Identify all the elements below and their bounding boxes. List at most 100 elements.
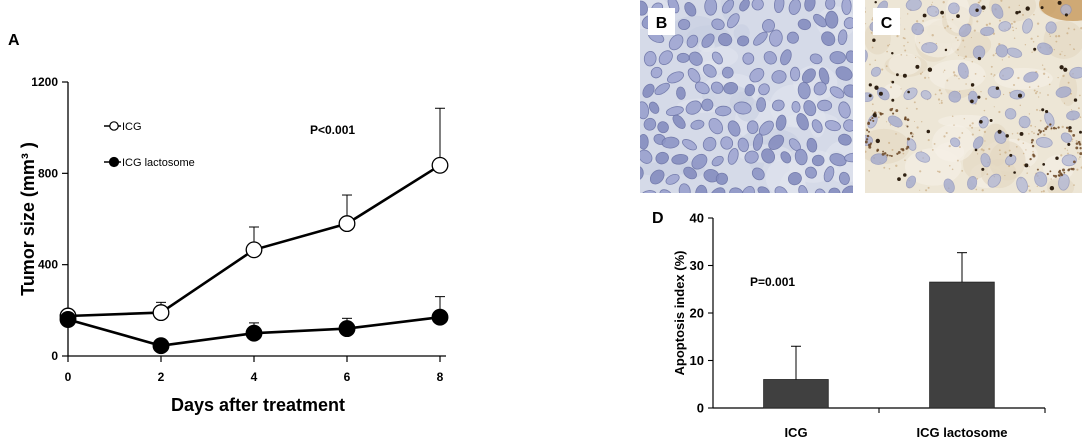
data-point-icg-lactosome xyxy=(152,337,170,355)
stain-granule xyxy=(889,44,891,46)
stain-granule xyxy=(903,44,905,47)
legend: ICG ICG lactosome xyxy=(104,121,195,169)
stain-granule xyxy=(938,89,942,92)
stain-granule xyxy=(963,57,965,59)
stain-granule xyxy=(1075,142,1079,145)
stain-granule xyxy=(956,75,958,77)
legend-label-icg-lactosome: ICG lactosome xyxy=(122,157,195,169)
micrograph-b: B xyxy=(640,0,853,193)
stain-granule xyxy=(1013,20,1016,24)
cell-nucleus xyxy=(865,92,874,103)
stain-granule xyxy=(892,112,895,115)
cell-nucleus xyxy=(844,152,853,163)
stain-granule xyxy=(1015,27,1017,30)
panel-label-b: B xyxy=(656,15,668,32)
stain-granule xyxy=(965,83,967,85)
stain-granule xyxy=(1057,76,1059,79)
stain-granule xyxy=(1059,53,1062,56)
panel-label-c: C xyxy=(881,15,893,32)
stain-granule xyxy=(949,164,951,167)
cell-nucleus xyxy=(1022,18,1033,34)
x-tick-label: 8 xyxy=(437,370,444,384)
error-bar-icg xyxy=(791,345,801,380)
cell-nucleus xyxy=(980,26,995,36)
stain-granule xyxy=(952,71,956,74)
stain-granule xyxy=(906,118,910,122)
cell-nucleus xyxy=(1018,115,1031,129)
cell-nucleus xyxy=(752,133,764,151)
apoptotic-dot xyxy=(878,91,883,96)
cell-nucleus xyxy=(721,0,735,14)
stain-granule xyxy=(871,117,874,120)
cell-nucleus xyxy=(972,136,984,150)
apoptotic-dot xyxy=(927,67,933,72)
stain-granule xyxy=(907,13,909,15)
apoptotic-dot xyxy=(922,13,927,18)
stain-granule xyxy=(977,1,980,4)
stain-granule xyxy=(906,107,908,110)
panel-d: D 0 10 20 30 40 Apoptosis index (%) ICG ICG l… xyxy=(652,210,1046,440)
stain-granule xyxy=(935,42,937,45)
cell-nucleus xyxy=(998,21,1012,32)
cell-nucleus xyxy=(771,99,785,112)
cell-nucleus xyxy=(671,154,689,165)
bar-layer: ICG ICG lactosome xyxy=(763,252,1008,440)
stain-granule xyxy=(983,130,987,134)
data-point-icg-lactosome xyxy=(431,308,449,326)
cell-nucleus xyxy=(774,186,789,193)
stain-granule xyxy=(1070,93,1072,95)
stain-granule xyxy=(877,116,880,119)
stain-granule xyxy=(964,46,966,48)
cell-nucleus xyxy=(943,178,955,193)
stain-granule xyxy=(1028,86,1031,88)
stain-granule xyxy=(881,152,885,156)
cell-nucleus xyxy=(682,139,697,151)
legend-item-icg: ICG xyxy=(104,121,142,133)
stain-granule xyxy=(1078,142,1082,146)
cell-nucleus xyxy=(704,0,718,16)
stain-granule xyxy=(1028,189,1031,192)
stain-granule xyxy=(1042,190,1045,193)
cell-nucleus xyxy=(987,173,1002,188)
stain-granule xyxy=(1064,54,1066,57)
cell-nucleus xyxy=(1058,174,1070,191)
cell-nucleus xyxy=(746,120,759,134)
stain-granule xyxy=(971,60,974,63)
stain-granule xyxy=(1073,48,1075,51)
apoptotic-dot xyxy=(875,138,880,144)
stain-granule xyxy=(891,148,894,151)
stain-granule xyxy=(1061,51,1063,53)
stain-granule xyxy=(1011,133,1014,135)
stain-granule xyxy=(942,16,944,18)
cell-nucleus xyxy=(758,83,770,96)
cell-nucleus xyxy=(715,172,729,185)
data-point-icg xyxy=(431,156,449,174)
stain-granule xyxy=(1028,113,1031,115)
stain-granule xyxy=(1079,94,1081,97)
cell-nucleus xyxy=(695,184,708,193)
stain-granule xyxy=(883,152,887,155)
cell-nucleus xyxy=(797,18,812,31)
cell-nucleus xyxy=(737,137,749,153)
stain-granule xyxy=(951,115,954,117)
cell-nucleus xyxy=(774,0,785,14)
stain-granule xyxy=(1022,142,1025,144)
cell-nucleus xyxy=(828,187,841,193)
apoptotic-dot xyxy=(979,120,983,124)
stain-granule xyxy=(1016,132,1019,135)
stain-granule xyxy=(990,65,993,68)
stain-granule xyxy=(1032,150,1034,153)
stain-granule xyxy=(1046,125,1049,128)
cell-nucleus xyxy=(701,98,714,112)
stain-granule xyxy=(933,142,936,145)
stain-granule xyxy=(1071,140,1073,142)
cell-nucleus xyxy=(751,167,765,181)
cell-nucleus xyxy=(676,86,686,100)
stain-granule xyxy=(1018,4,1020,7)
stain-granule xyxy=(1037,35,1039,38)
stain-granule xyxy=(969,124,972,127)
cell-nucleus xyxy=(643,117,657,131)
cell-nucleus xyxy=(870,66,882,77)
stain-granule xyxy=(1069,130,1073,133)
cell-nucleus xyxy=(813,81,827,96)
